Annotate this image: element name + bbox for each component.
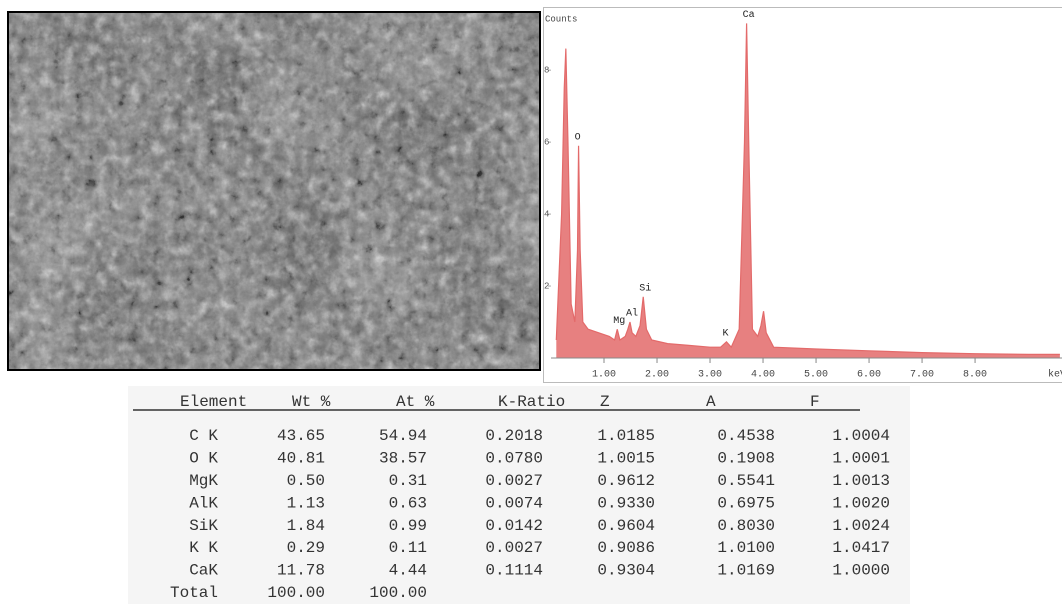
table-cell: 0.9612 — [597, 472, 655, 490]
y-axis-label: Counts — [545, 14, 577, 24]
peak-label: O — [575, 132, 581, 143]
table-cell: 0.0780 — [485, 450, 543, 468]
row-label: Total — [170, 584, 218, 602]
table-cell: 0.8030 — [717, 517, 775, 535]
table-cell: 1.84 — [287, 517, 325, 535]
row-label: C K — [189, 427, 218, 445]
spectrum-chart: Counts keV 1.00 2.00 3.00 4.00 5.00 6.00 7.00 8… — [543, 7, 1062, 383]
column-header: Element — [180, 393, 247, 411]
table-cell: 0.9604 — [597, 517, 655, 535]
table-cell: 1.0417 — [832, 539, 890, 557]
table-cell: 0.50 — [287, 472, 325, 490]
column-header: At % — [396, 393, 435, 411]
table-cell: 0.2018 — [485, 427, 543, 445]
table-cell: 0.6975 — [717, 494, 775, 512]
table-cell: 0.0027 — [485, 472, 543, 490]
table-cell: 1.0100 — [717, 539, 775, 557]
table-cell: 40.81 — [277, 450, 325, 468]
y-tick-label: 4 — [544, 209, 549, 219]
table-cell: 0.4538 — [717, 427, 775, 445]
table-cell: 1.0004 — [832, 427, 890, 445]
y-tick-label: 6 — [544, 137, 549, 147]
row-label: MgK — [189, 472, 218, 490]
table-cell: 0.0027 — [485, 539, 543, 557]
table-cell: 0.31 — [389, 472, 427, 490]
table-cell: 11.78 — [277, 562, 325, 580]
table-cell: 38.57 — [379, 450, 427, 468]
x-tick-label: 8.00 — [963, 370, 987, 381]
column-header: Z — [600, 393, 610, 411]
x-tick-label: 3.00 — [698, 370, 722, 381]
results-table: Element Wt % At % K-Ratio Z A F C K 43.65 54.94 0.… — [128, 386, 910, 604]
table-cell: 43.65 — [277, 427, 325, 445]
column-header: F — [810, 393, 820, 411]
x-tick-label: 5.00 — [804, 370, 828, 381]
peak-label: Al — [626, 308, 638, 320]
table-cell: 1.0169 — [717, 562, 775, 580]
table-cell: 54.94 — [379, 427, 427, 445]
table-cell: 0.5541 — [717, 472, 775, 490]
peak-label: Si — [639, 282, 651, 294]
table-cell: 4.44 — [389, 562, 427, 580]
table-cell: 1.0015 — [597, 450, 655, 468]
row-label: SiK — [189, 517, 218, 535]
peak-label: Mg — [613, 316, 625, 327]
column-header: A — [706, 393, 716, 411]
x-tick-label: 1.00 — [592, 370, 616, 381]
table-cell: 100.00 — [267, 584, 325, 602]
x-tick-label: 4.00 — [751, 370, 775, 381]
row-label: O K — [189, 450, 218, 468]
table-cell: 0.9330 — [597, 494, 655, 512]
y-tick-label: 8 — [544, 66, 549, 76]
row-label: CaK — [189, 562, 218, 580]
table-cell: 0.29 — [287, 539, 325, 557]
table-cell: 0.63 — [389, 494, 427, 512]
table-cell: 0.9086 — [597, 539, 655, 557]
table-cell: 1.13 — [287, 494, 325, 512]
sem-image — [7, 11, 541, 371]
x-tick-label: 7.00 — [910, 370, 934, 381]
column-header: K-Ratio — [498, 393, 565, 411]
row-label: AlK — [189, 494, 218, 512]
peak-label: Ca — [743, 10, 755, 21]
table-cell: 1.0024 — [832, 517, 890, 535]
table-cell: 0.99 — [389, 517, 427, 535]
table-cell: 1.0000 — [832, 562, 890, 580]
table-svg: Element Wt % At % K-Ratio Z A F C K 43.65 54.94 0.… — [128, 386, 910, 604]
table-cell: 0.1908 — [717, 450, 775, 468]
table-cell: 0.11 — [389, 539, 427, 557]
table-cell: 100.00 — [369, 584, 427, 602]
row-label: K K — [189, 539, 218, 557]
table-cell: 0.0142 — [485, 517, 543, 535]
peak-label: K — [722, 328, 728, 339]
x-tick-label: 6.00 — [857, 370, 881, 381]
table-cell: 1.0020 — [832, 494, 890, 512]
table-cell: 1.0001 — [832, 450, 890, 468]
table-cell: 0.1114 — [485, 562, 543, 580]
table-cell: 1.0185 — [597, 427, 655, 445]
x-axis-label: keV — [1048, 369, 1062, 381]
column-header: Wt % — [292, 393, 331, 411]
table-cell: 0.9304 — [597, 562, 655, 580]
x-tick-label: 2.00 — [645, 370, 669, 381]
table-cell: 1.0013 — [832, 472, 890, 490]
table-cell: 0.0074 — [485, 494, 543, 512]
y-tick-label: 2 — [544, 281, 549, 291]
